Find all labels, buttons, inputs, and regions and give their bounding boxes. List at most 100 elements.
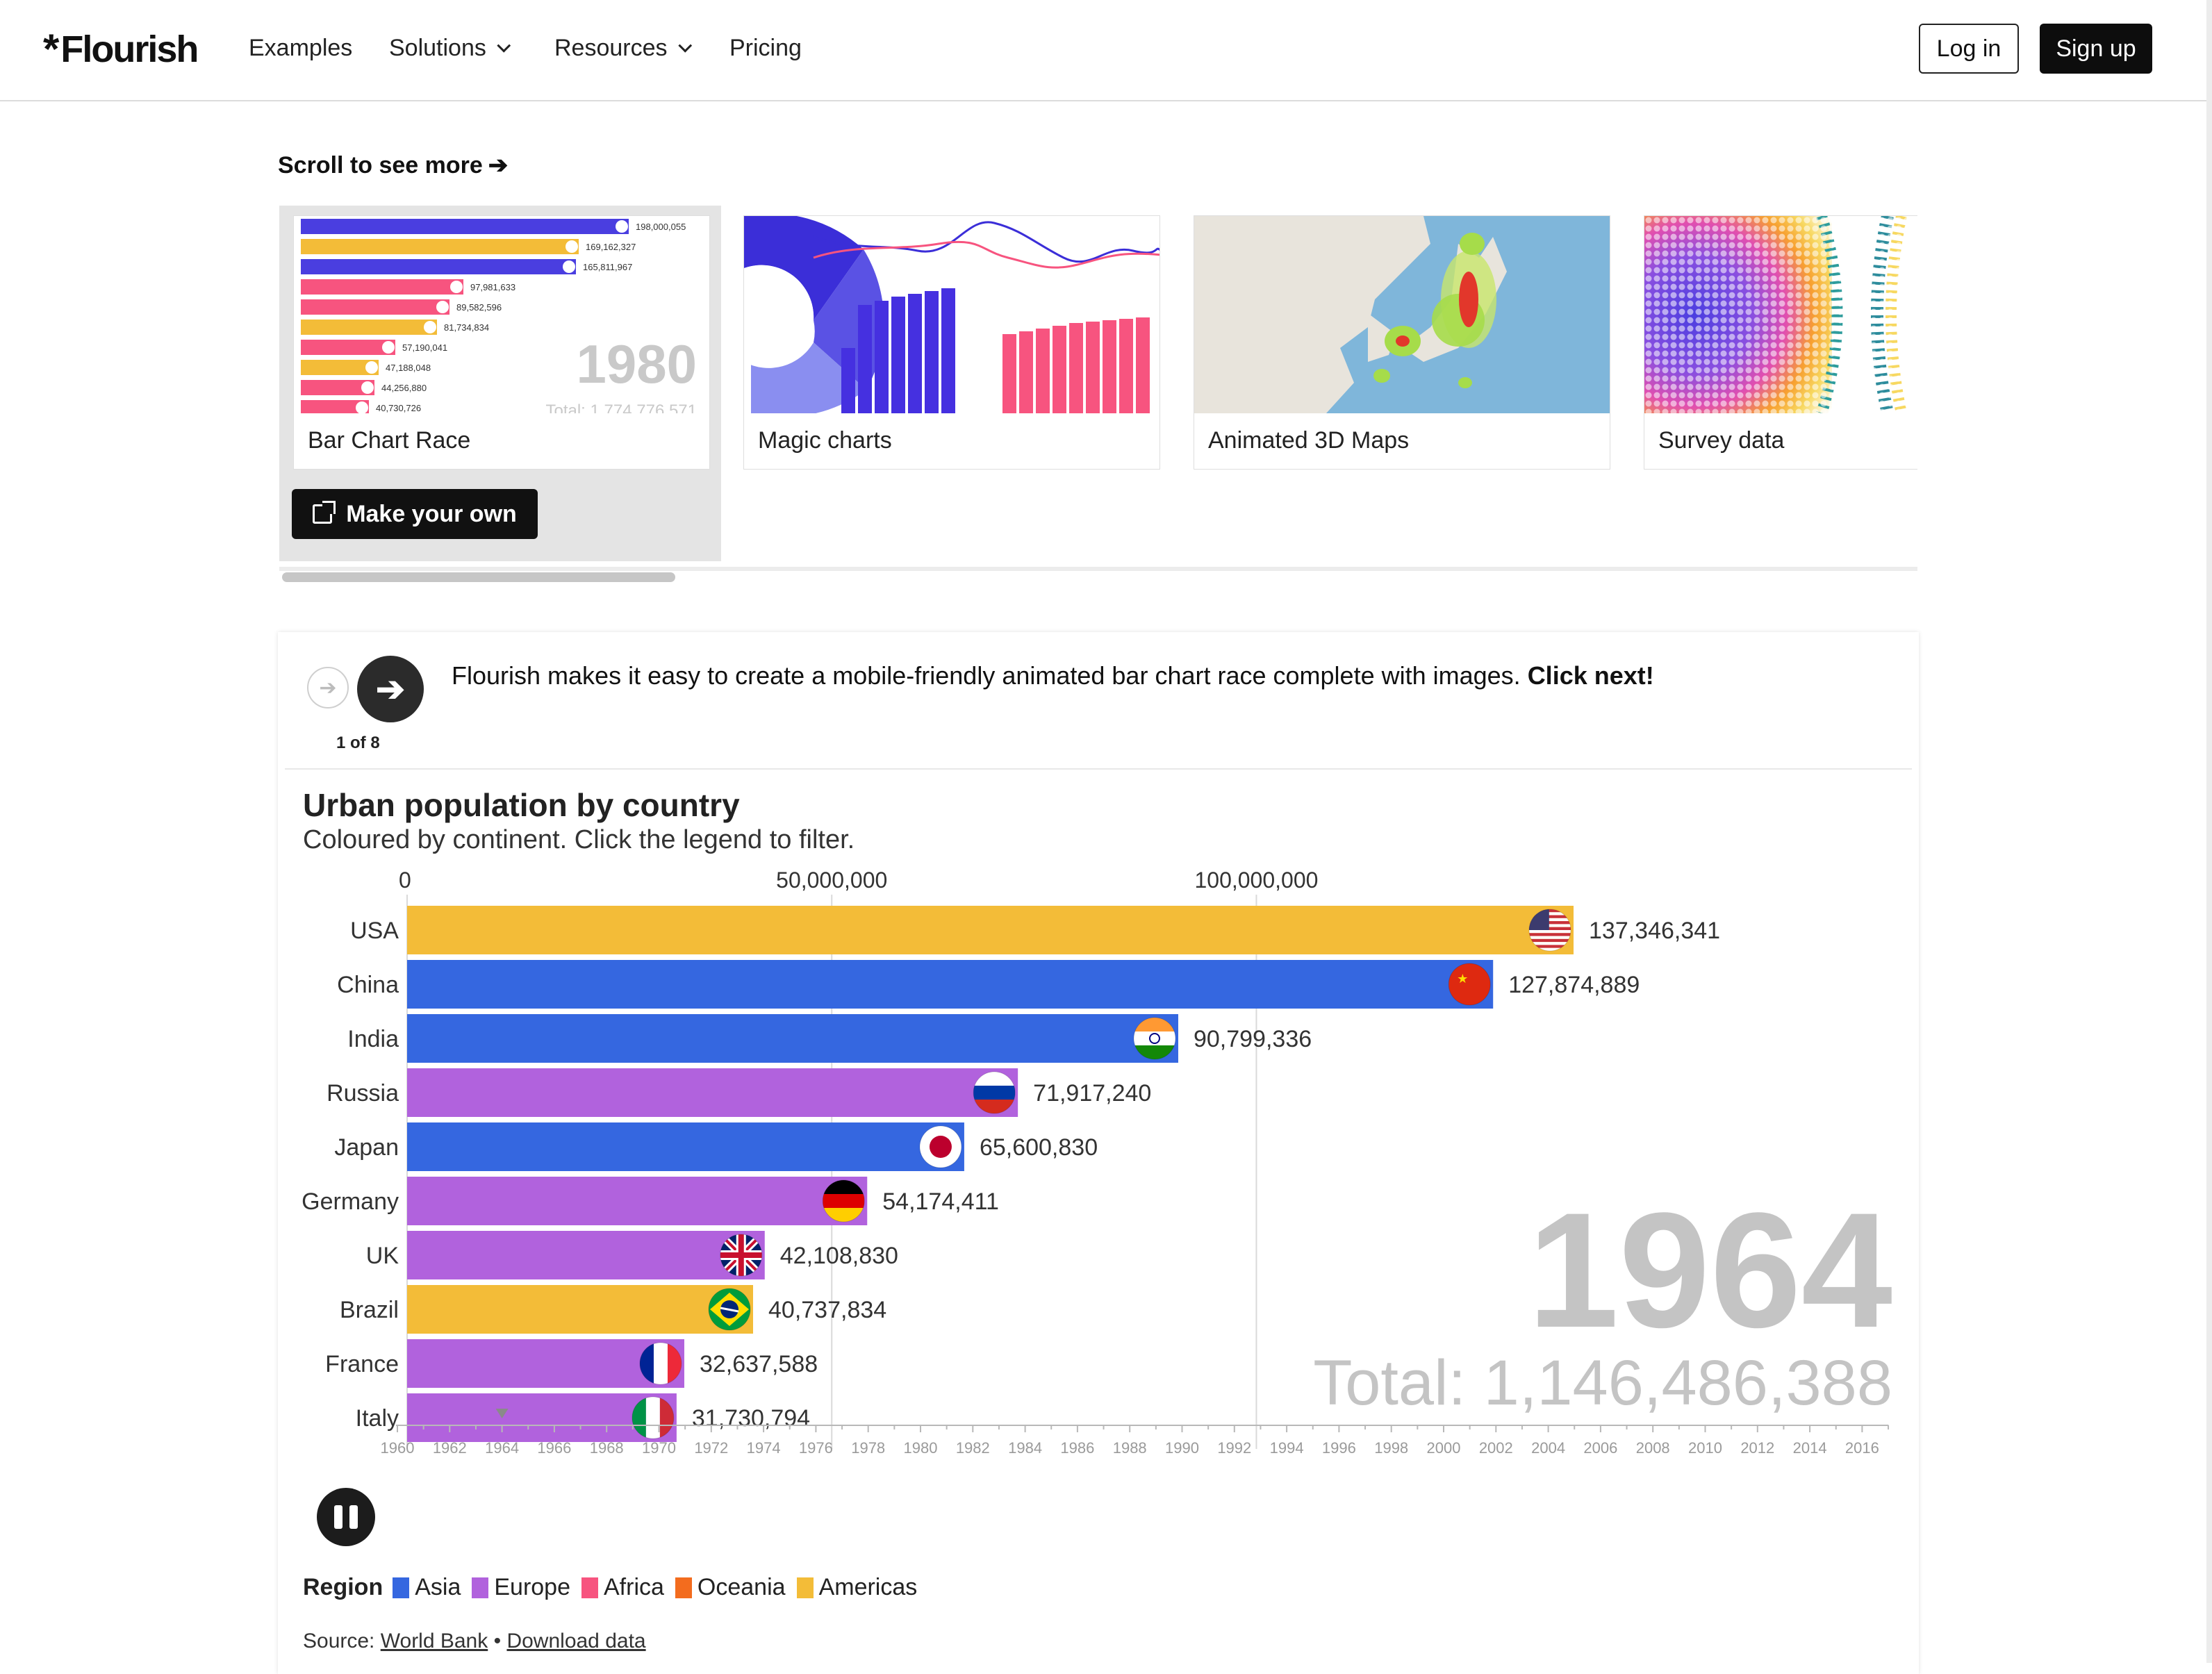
gallery-scroll-thumb[interactable]: [282, 572, 675, 582]
timeline-label[interactable]: 1960: [381, 1439, 415, 1457]
thumb-flag: [616, 220, 628, 233]
nav-resources-label: Resources: [554, 35, 668, 61]
nav-examples-label: Examples: [249, 35, 353, 61]
timeline-label[interactable]: 2008: [1636, 1439, 1670, 1457]
bar: [407, 1285, 754, 1334]
example-gallery[interactable]: 198,000,055 169,162,327 165,811,967 97,981,…: [279, 206, 1917, 586]
legend-item-africa[interactable]: Africa: [581, 1574, 664, 1601]
signup-button[interactable]: Sign up: [2040, 24, 2152, 74]
bar: [407, 1122, 964, 1171]
prev-step-button[interactable]: ➔: [307, 667, 349, 708]
brazil-flag: [709, 1288, 751, 1330]
chevron-down-icon: [497, 38, 511, 53]
gallery-scroll-track[interactable]: [279, 567, 1917, 571]
thumb-flag: [563, 260, 575, 273]
thumb-flag: [424, 321, 436, 333]
thumb-flag: [566, 240, 578, 253]
category-label: France: [325, 1351, 399, 1377]
bar-row-india: India 90,799,336: [347, 1014, 1312, 1063]
timeline-label[interactable]: 2002: [1479, 1439, 1513, 1457]
value-label: 32,637,588: [700, 1351, 818, 1377]
flourish-logo[interactable]: * Flourish: [43, 25, 199, 73]
card-animated-3d-maps[interactable]: Animated 3D Maps: [1194, 215, 1610, 470]
nav-solutions-label: Solutions: [389, 35, 486, 61]
thumb-flag: [382, 341, 395, 354]
bar: [407, 960, 1494, 1009]
category-label: China: [337, 972, 399, 998]
page-scrollbar[interactable]: [2206, 0, 2212, 1663]
thumb-value: 44,256,880: [381, 383, 427, 393]
value-label: 54,174,411: [882, 1188, 999, 1215]
timeline-label[interactable]: 1970: [642, 1439, 676, 1457]
divider: [285, 768, 1912, 770]
pause-button[interactable]: [317, 1488, 375, 1546]
timeline-label[interactable]: 1972: [694, 1439, 728, 1457]
card-magic-charts[interactable]: Magic charts: [743, 215, 1160, 470]
logo-star-icon: *: [43, 26, 59, 72]
timeline-label[interactable]: 1966: [537, 1439, 571, 1457]
thumb-bar: [301, 279, 463, 295]
timeline-label[interactable]: 2010: [1688, 1439, 1722, 1457]
legend-title: Region: [303, 1574, 383, 1600]
timeline-label[interactable]: 1984: [1008, 1439, 1042, 1457]
timeline-label[interactable]: 1982: [956, 1439, 990, 1457]
timeline-label[interactable]: 1964: [485, 1439, 519, 1457]
legend-swatch: [675, 1577, 692, 1598]
svg-text:★: ★: [1457, 972, 1468, 986]
make-your-own-label: Make your own: [346, 500, 517, 527]
timeline-label[interactable]: 2014: [1793, 1439, 1827, 1457]
timeline-label[interactable]: 1978: [851, 1439, 885, 1457]
download-data-link[interactable]: Download data: [506, 1630, 646, 1652]
chart-title: Urban population by country: [303, 787, 740, 823]
legend-item-oceania[interactable]: Oceania: [675, 1574, 786, 1601]
source-line: Source: World Bank • Download data: [303, 1630, 646, 1653]
timeline-label[interactable]: 1992: [1217, 1439, 1251, 1457]
thumb-value: 57,190,041: [402, 342, 447, 353]
timeline-label[interactable]: 1988: [1113, 1439, 1147, 1457]
chart-subtitle: Coloured by continent. Click the legend …: [303, 825, 855, 854]
timeline-label[interactable]: 1996: [1322, 1439, 1356, 1457]
timeline-label[interactable]: 1980: [904, 1439, 938, 1457]
timeline-label[interactable]: 1998: [1374, 1439, 1408, 1457]
timeline-label[interactable]: 2006: [1583, 1439, 1617, 1457]
thumb-value: 97,981,633: [470, 282, 515, 292]
timeline-label[interactable]: 1976: [799, 1439, 833, 1457]
login-button[interactable]: Log in: [1919, 24, 2019, 74]
value-label: 137,346,341: [1589, 918, 1720, 944]
category-label: Italy: [356, 1405, 399, 1432]
timeline-label[interactable]: 1974: [747, 1439, 781, 1457]
timeline-label[interactable]: 1962: [433, 1439, 467, 1457]
card-bar-chart-race[interactable]: 198,000,055 169,162,327 165,811,967 97,981,…: [293, 215, 710, 470]
survey-data-thumbnail: [1644, 216, 1917, 413]
timeline-label[interactable]: 2004: [1531, 1439, 1565, 1457]
thumb-value: 165,811,967: [583, 262, 632, 272]
timeline-label[interactable]: 1994: [1270, 1439, 1304, 1457]
timeline-label[interactable]: 1968: [590, 1439, 624, 1457]
legend-item-europe[interactable]: Europe: [472, 1574, 570, 1601]
legend-item-asia[interactable]: Asia: [393, 1574, 461, 1601]
legend-item-americas[interactable]: Americas: [796, 1574, 918, 1601]
legend-label: Americas: [818, 1574, 918, 1600]
timeline-label[interactable]: 1990: [1165, 1439, 1199, 1457]
nav-pricing[interactable]: Pricing: [729, 35, 802, 62]
thumb-flag: [361, 381, 374, 394]
source-link[interactable]: World Bank: [380, 1630, 488, 1652]
next-step-button[interactable]: ➔: [357, 656, 424, 722]
timeline-label[interactable]: 2012: [1740, 1439, 1774, 1457]
nav-solutions[interactable]: Solutions: [389, 35, 511, 62]
nav-resources[interactable]: Resources: [554, 35, 692, 62]
total-label: Total: 1,146,486,388: [1313, 1348, 1892, 1418]
timeline-label[interactable]: 2000: [1427, 1439, 1461, 1457]
card-survey-data[interactable]: Survey data: [1644, 215, 1917, 470]
x-tick-label: 0: [399, 868, 411, 893]
france-flag: [639, 1343, 682, 1384]
source-separator: •: [493, 1630, 502, 1652]
nav-examples[interactable]: Examples: [249, 35, 352, 62]
thumb-value: 169,162,327: [586, 242, 636, 252]
make-your-own-button[interactable]: Make your own: [292, 489, 538, 539]
value-label: 40,737,834: [768, 1297, 886, 1323]
timeline-label[interactable]: 2016: [1845, 1439, 1879, 1457]
timeline-handle[interactable]: [495, 1409, 509, 1418]
value-label: 127,874,889: [1508, 972, 1640, 998]
timeline-label[interactable]: 1986: [1060, 1439, 1094, 1457]
